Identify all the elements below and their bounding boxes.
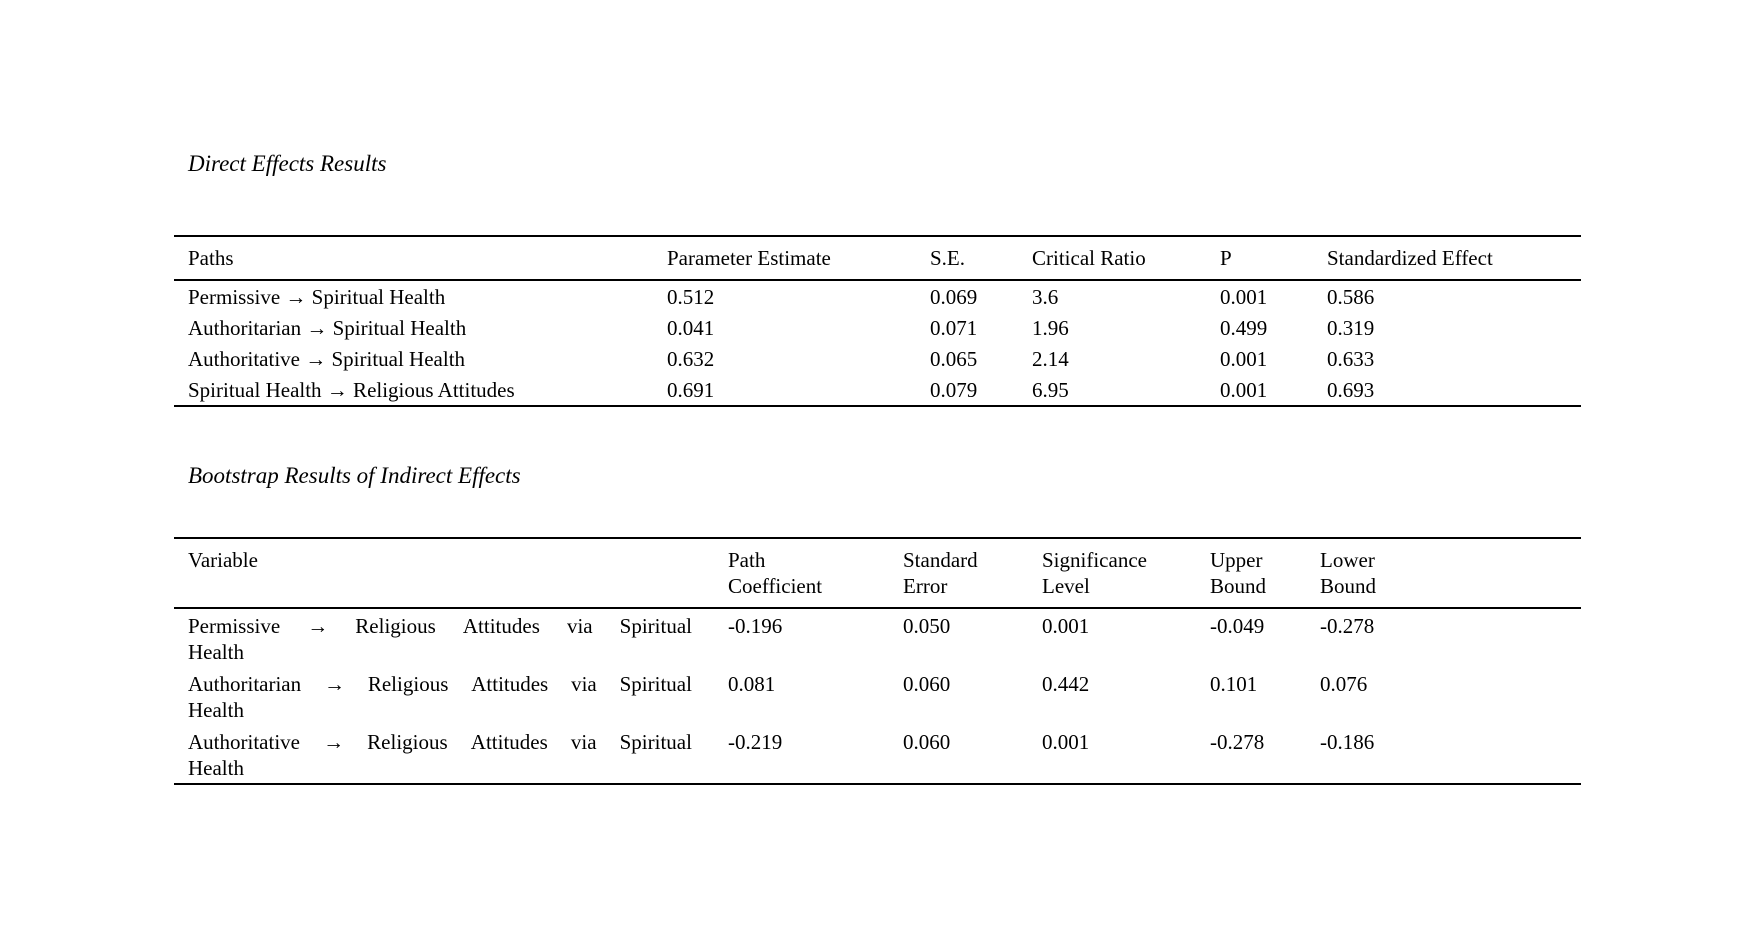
p-cell: 0.001 [1220,285,1268,309]
indirect-effects-title: Bootstrap Results of Indirect Effects [188,463,521,488]
indirect-effects-table: Variable Path Coefficient Standard Error… [174,537,1581,785]
upper-bound-cell: 0.101 [1210,672,1258,696]
variable-cell: Authoritarian → Religious Attitudes via Spiri… [188,672,692,722]
parameter-estimate-cell: 0.041 [667,316,715,340]
parameter-estimate-cell: 0.632 [667,347,715,371]
parameter-estimate-cell: 0.512 [667,285,715,309]
column-header-parameter-estimate: Parameter Estimate [667,246,831,270]
lower-bound-cell: -0.278 [1320,614,1375,638]
indirect-effects-header-row: Variable Path Coefficient Standard Error… [174,538,1581,608]
column-header-paths: Paths [188,246,234,270]
table-row: Spiritual Health → Religious Attitudes 0… [174,374,1581,406]
column-header-lower-bound: Lower Bound [1320,548,1377,598]
critical-ratio-cell: 1.96 [1032,316,1069,340]
standardized-effect-cell: 0.693 [1327,378,1375,402]
table-row: Authoritarian → Spiritual Health 0.041 0… [174,312,1581,343]
column-header-standard-error: Standard Error [903,548,978,598]
path-coefficient-cell: 0.081 [728,672,776,696]
standardized-effect-cell: 0.586 [1327,285,1375,309]
se-cell: 0.069 [930,285,978,309]
standard-error-cell: 0.060 [903,730,951,754]
significance-level-cell: 0.001 [1042,730,1090,754]
column-header-path-coefficient: Path Coefficient [728,548,823,598]
path-cell: Spiritual Health → Religious Attitudes [188,378,515,402]
p-cell: 0.001 [1220,347,1268,371]
significance-level-cell: 0.001 [1042,614,1090,638]
lower-bound-cell: -0.186 [1320,730,1375,754]
standardized-effect-cell: 0.633 [1327,347,1375,371]
standard-error-cell: 0.050 [903,614,951,638]
upper-bound-cell: -0.049 [1210,614,1265,638]
critical-ratio-cell: 6.95 [1032,378,1069,402]
se-cell: 0.071 [930,316,978,340]
column-header-variable: Variable [188,548,258,572]
parameter-estimate-cell: 0.691 [667,378,715,402]
column-header-standardized-effect: Standardized Effect [1327,246,1493,270]
se-cell: 0.065 [930,347,978,371]
table-row: Authoritative → Spiritual Health 0.632 0… [174,343,1581,374]
critical-ratio-cell: 3.6 [1032,285,1059,309]
critical-ratio-cell: 2.14 [1032,347,1069,371]
column-header-upper-bound: Upper Bound [1210,548,1267,598]
table-row: Authoritative → Religious Attitudes via Spiri… [174,725,1581,784]
direct-effects-header-row: Paths Parameter Estimate S.E. Critical R… [174,236,1581,280]
standard-error-cell: 0.060 [903,672,951,696]
direct-effects-table: Paths Parameter Estimate S.E. Critical R… [174,235,1581,407]
table-row: Permissive → Religious Attitudes via Spiritua… [174,608,1581,667]
table-row: Permissive → Spiritual Health 0.512 0.06… [174,280,1581,312]
column-header-critical-ratio: Critical Ratio [1032,246,1146,270]
p-cell: 0.499 [1220,316,1268,340]
path-coefficient-cell: -0.219 [728,730,783,754]
variable-cell: Authoritative → Religious Attitudes via Spiri… [188,730,692,780]
path-coefficient-cell: -0.196 [728,614,783,638]
column-header-significance-level: Significance Level [1042,548,1147,598]
column-header-se: S.E. [930,246,966,270]
lower-bound-cell: 0.076 [1320,672,1368,696]
variable-cell: Permissive → Religious Attitudes via Spiritua… [188,614,692,664]
se-cell: 0.079 [930,378,978,402]
path-cell: Permissive → Spiritual Health [188,285,446,309]
standardized-effect-cell: 0.319 [1327,316,1375,340]
significance-level-cell: 0.442 [1042,672,1090,696]
table-row: Authoritarian → Religious Attitudes via Spiri… [174,667,1581,725]
path-cell: Authoritative → Spiritual Health [188,347,466,371]
path-cell: Authoritarian → Spiritual Health [188,316,467,340]
p-cell: 0.001 [1220,378,1268,402]
column-header-p: P [1220,246,1232,270]
direct-effects-title: Direct Effects Results [188,151,387,176]
upper-bound-cell: -0.278 [1210,730,1265,754]
